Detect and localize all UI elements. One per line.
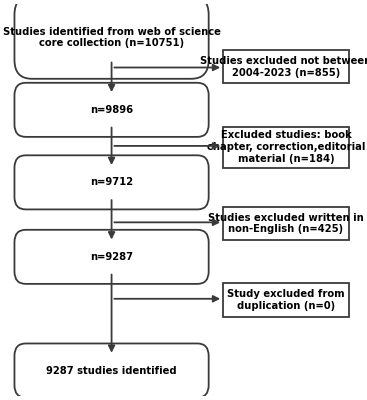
FancyBboxPatch shape [14,0,209,79]
FancyBboxPatch shape [223,207,349,240]
Text: 9287 studies identified: 9287 studies identified [46,366,177,376]
Text: n=9712: n=9712 [90,177,133,187]
Text: Studies excluded written in
non-English (n=425): Studies excluded written in non-English … [208,213,364,234]
Text: n=9896: n=9896 [90,105,133,115]
Text: n=9287: n=9287 [90,252,133,262]
FancyBboxPatch shape [14,83,209,137]
FancyBboxPatch shape [223,50,349,83]
FancyBboxPatch shape [223,126,349,168]
Text: Study excluded from
duplication (n=0): Study excluded from duplication (n=0) [227,289,345,311]
Text: Studies excluded not between
2004-2023 (n=855): Studies excluded not between 2004-2023 (… [200,56,367,78]
FancyBboxPatch shape [14,230,209,284]
Text: Studies identified from web of science
core collection (n=10751): Studies identified from web of science c… [3,26,221,48]
FancyBboxPatch shape [14,155,209,210]
Text: Excluded studies: book
chapter, correction,editorial
material (n=184): Excluded studies: book chapter, correcti… [207,130,365,164]
FancyBboxPatch shape [14,344,209,398]
FancyBboxPatch shape [223,283,349,317]
